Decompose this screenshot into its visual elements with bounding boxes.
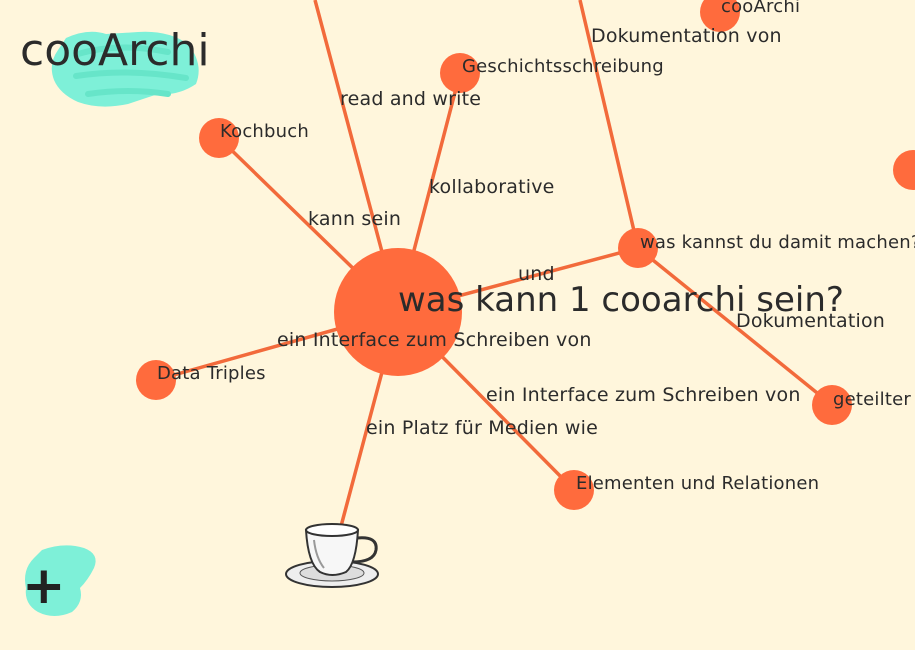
node-cooarchi[interactable] (700, 0, 740, 32)
graph-edge (578, 0, 640, 249)
node-label[interactable]: cooArchi (721, 0, 801, 17)
node-geschichtsschreibung[interactable] (440, 53, 480, 93)
edge-label: ein Interface zum Schreiben von (277, 329, 592, 351)
node-geteilter[interactable] (812, 385, 852, 425)
coffee-cup-icon[interactable] (284, 518, 384, 590)
edge-label: kann sein (308, 208, 402, 230)
node-offscreen[interactable] (893, 150, 915, 190)
center-node[interactable] (334, 248, 462, 376)
edge-label: ein Platz für Medien wie (366, 417, 598, 439)
center-node-label[interactable]: was kann 1 cooarchi sein? (398, 280, 844, 320)
node-label[interactable]: geteilter (833, 389, 911, 410)
node-kochbuch[interactable] (199, 118, 239, 158)
node-label[interactable]: was kannst du damit machen? (640, 232, 915, 253)
add-button[interactable]: + (22, 556, 66, 616)
node-elementen[interactable] (554, 470, 594, 510)
edge-label: ein Interface zum Schreiben von (486, 384, 801, 406)
node-label[interactable]: Elementen und Relationen (576, 473, 820, 494)
app-logo[interactable]: cooArchi (20, 25, 210, 76)
edge-label: kollaborative (429, 176, 555, 198)
edge-label: und (518, 263, 555, 285)
graph-edge (636, 246, 834, 407)
logo-brush (51, 31, 199, 107)
node-was-kannst-du[interactable] (618, 228, 658, 268)
add-button-brush[interactable] (14, 540, 104, 620)
node-data-triples[interactable] (136, 360, 176, 400)
node-label[interactable]: Geschichtsschreibung (462, 56, 664, 77)
edge-label: Dokumentation (736, 310, 886, 332)
edge-label: Dokumentation von (591, 25, 782, 47)
edge-label: read and write (340, 88, 482, 110)
node-label[interactable]: Data Triples (157, 363, 266, 384)
node-label[interactable]: Kochbuch (220, 121, 309, 142)
